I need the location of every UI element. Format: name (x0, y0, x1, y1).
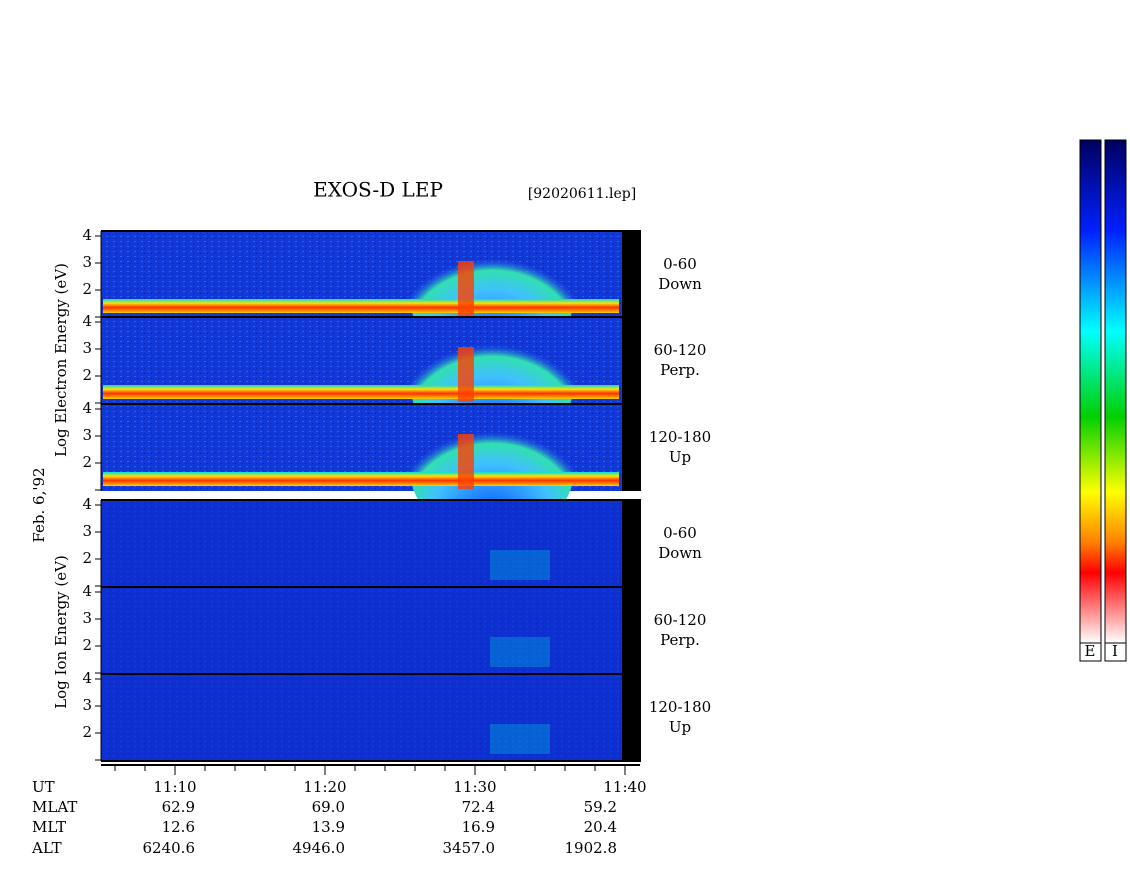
footer-value: 12.6 (162, 818, 195, 836)
spectrogram-band (103, 299, 619, 313)
panel-direction: Up (669, 448, 691, 466)
data-gap (622, 500, 641, 587)
y-tick-label: 4 (82, 226, 92, 244)
footer-value: 72.4 (462, 798, 495, 816)
colorbar-label: I (1112, 642, 1118, 660)
y-tick-label: 3 (82, 426, 92, 444)
footer-value: 1902.8 (565, 839, 618, 857)
spectrogram-noise (101, 674, 622, 761)
footer-value: 13.9 (312, 818, 345, 836)
file-name: [92020611.lep] (528, 186, 636, 202)
footer-value: 69.0 (312, 798, 345, 816)
footer-value: 6240.6 (143, 839, 196, 857)
panel-angle: 0-60 (663, 255, 697, 273)
row-label: MLAT (32, 798, 77, 816)
date-label: Feb. 6,'92 (30, 467, 48, 542)
panel-angle: 60-120 (654, 611, 707, 629)
panel-direction: Down (658, 275, 702, 293)
y-tick-label: 4 (82, 399, 92, 417)
y-tick-label: 2 (82, 723, 92, 741)
data-gap (622, 587, 641, 674)
footer-value: 20.4 (584, 818, 617, 836)
colorbar-label: E (1085, 642, 1096, 660)
y-tick-label: 4 (82, 582, 92, 600)
spectrogram-spike (458, 261, 474, 316)
spectrogram-feature (490, 550, 550, 580)
row-label: MLT (32, 818, 66, 836)
y-tick-label: 4 (82, 495, 92, 513)
colorbar-box (1079, 642, 1102, 662)
y-tick-label: 2 (82, 636, 92, 654)
y-tick-label: 2 (82, 549, 92, 567)
x-tick-label: 11:20 (303, 778, 346, 796)
y-tick-label: 2 (82, 366, 92, 384)
row-label: ALT (31, 839, 62, 857)
y-tick-label: 2 (82, 280, 92, 298)
panel-angle: 0-60 (663, 524, 697, 542)
panel-direction: Perp. (660, 361, 700, 379)
y-tick-label: 3 (82, 253, 92, 271)
x-tick-label: 11:40 (603, 778, 646, 796)
y-tick-label: 3 (82, 522, 92, 540)
panel-angle: 120-180 (649, 698, 711, 716)
data-gap (622, 317, 641, 404)
data-gap (622, 674, 641, 761)
x-tick-label: 11:10 (153, 778, 196, 796)
panel-angle: 60-120 (654, 341, 707, 359)
panel-direction: Up (669, 718, 691, 736)
spectrogram-noise (101, 500, 622, 587)
footer-value: 62.9 (162, 798, 195, 816)
electron-axis-label: Log Electron Energy (eV) (52, 263, 70, 457)
x-tick-label: 11:30 (453, 778, 496, 796)
data-gap (622, 231, 641, 318)
footer-value: 4946.0 (293, 839, 346, 857)
y-tick-label: 3 (82, 609, 92, 627)
spectrogram-spike (458, 347, 474, 402)
spectrogram-band (103, 472, 619, 486)
title: EXOS-D LEP (313, 178, 443, 202)
colorbar (1079, 139, 1102, 644)
spectrogram-feature (490, 724, 550, 754)
panel-angle: 120-180 (649, 428, 711, 446)
y-tick-label: 3 (82, 696, 92, 714)
spectrogram-band (103, 385, 619, 399)
y-tick-label: 2 (82, 453, 92, 471)
y-tick-label: 4 (82, 669, 92, 687)
colorbar (1104, 139, 1127, 644)
footer-value: 16.9 (462, 818, 495, 836)
ion-axis-label: Log Ion Energy (eV) (52, 555, 70, 709)
y-tick-label: 4 (82, 312, 92, 330)
spectrogram-feature (490, 637, 550, 667)
footer-value: 3457.0 (443, 839, 496, 857)
panel-direction: Down (658, 544, 702, 562)
colorbar-box (1104, 642, 1127, 662)
panel-direction: Perp. (660, 631, 700, 649)
y-tick-label: 3 (82, 339, 92, 357)
spectrogram-noise (101, 587, 622, 674)
row-label: UT (32, 778, 55, 796)
spectrogram-spike (458, 434, 474, 489)
data-gap (622, 404, 641, 491)
footer-value: 59.2 (584, 798, 617, 816)
